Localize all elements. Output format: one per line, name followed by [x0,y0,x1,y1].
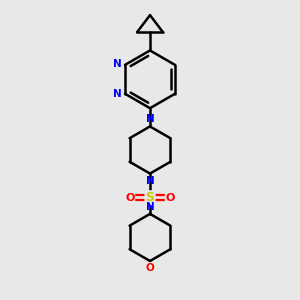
Text: N: N [146,202,154,212]
Text: N: N [113,89,122,99]
Text: N: N [113,59,122,69]
Text: O: O [125,193,135,203]
Text: N: N [146,114,154,124]
Text: S: S [146,191,154,204]
Text: O: O [146,263,154,273]
Text: O: O [165,193,175,203]
Text: N: N [146,176,154,186]
